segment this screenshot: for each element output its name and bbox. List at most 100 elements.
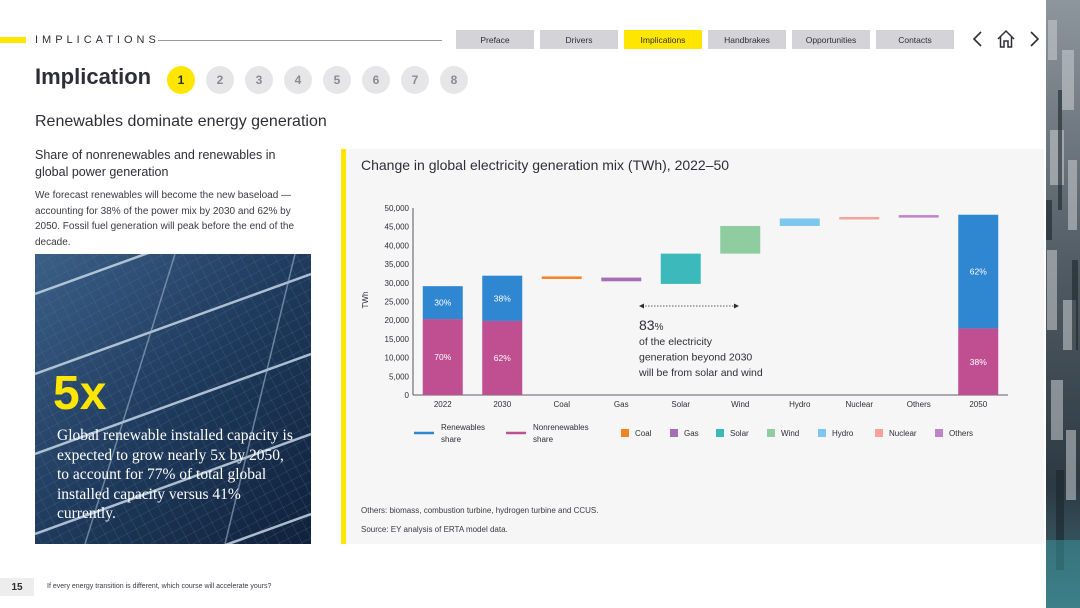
nav-tab-handbrakes[interactable]: Handbrakes	[708, 30, 786, 49]
legend-label: share	[441, 435, 462, 444]
page-number: 15	[0, 578, 34, 596]
generation-mix-chart: 0 5,000 10,000 15,000 20,000 25,000 30,000 35,0…	[361, 204, 1008, 444]
solar-panel-photo: 5x Global renewable installed capacity i…	[35, 254, 311, 544]
x-tick-label: Wind	[731, 400, 749, 409]
left-body-text: We forecast renewables will become the n…	[35, 190, 295, 248]
step-8[interactable]: 8	[440, 66, 468, 94]
step-5[interactable]: 5	[323, 66, 351, 94]
nav-tab-preface[interactable]: Preface	[456, 30, 534, 49]
chevron-right-icon[interactable]	[1024, 28, 1044, 50]
x-tick-label: Gas	[614, 400, 629, 409]
annotation-text: will be from solar and wind	[638, 367, 763, 379]
x-tick-label: 2050	[969, 400, 987, 409]
legend-swatch-solar	[716, 429, 724, 437]
chart-accent-bar	[341, 149, 346, 544]
annotation-unit: %	[655, 322, 664, 333]
section-accent-bar	[0, 37, 26, 43]
bar-label-nonrenewables: 62%	[494, 353, 511, 363]
legend-label: Coal	[635, 429, 652, 438]
bar-label-nonrenewables: 38%	[970, 357, 987, 367]
solar-panel-image	[35, 254, 311, 544]
page-subtitle: Renewables dominate energy generation	[35, 113, 327, 130]
page-title: Implication	[35, 64, 152, 89]
big-stat: 5x	[53, 367, 107, 420]
waterfall-bar-hydro	[779, 218, 820, 226]
x-tick-label: 2030	[493, 400, 511, 409]
bar-nonrenewables-2022	[422, 319, 463, 395]
y-tick-label: 35,000	[385, 260, 410, 269]
step-1[interactable]: 1	[167, 66, 195, 94]
section-divider	[158, 40, 442, 41]
y-tick-label: 15,000	[385, 335, 410, 344]
home-icon[interactable]	[996, 28, 1016, 50]
bar-label-renewables: 30%	[434, 298, 451, 308]
footnote-others: Others: biomass, combustion turbine, hyd…	[361, 506, 599, 515]
legend-swatch-wind	[767, 429, 775, 437]
legend-label: Hydro	[832, 429, 854, 438]
footnote-source: Source: EY analysis of ERTA model data.	[361, 525, 508, 534]
legend-swatch-nuclear	[875, 429, 883, 437]
waterfall-bar-gas	[601, 277, 642, 282]
step-7[interactable]: 7	[401, 66, 429, 94]
y-tick-label: 10,000	[385, 354, 410, 363]
legend-label: Others	[949, 429, 973, 438]
legend-label: Nuclear	[889, 429, 917, 438]
x-tick-label: Nuclear	[845, 400, 873, 409]
y-tick-label: 40,000	[385, 241, 410, 250]
x-tick-label: Coal	[554, 400, 571, 409]
y-tick-label: 0	[405, 391, 410, 400]
legend-label: Wind	[781, 429, 799, 438]
y-tick-label: 25,000	[385, 298, 410, 307]
annotation-arrow-left	[639, 303, 644, 309]
annotation-text: of the electricity	[639, 336, 713, 348]
y-tick-label: 5,000	[389, 372, 410, 381]
annotation-text: generation beyond 2030	[639, 352, 752, 364]
x-tick-label: Solar	[671, 400, 690, 409]
legend-label: Gas	[684, 429, 699, 438]
nav-tab-implications[interactable]: Implications	[624, 30, 702, 49]
legend-label: Nonrenewables	[533, 423, 589, 432]
bar-renewables-2030	[482, 275, 523, 321]
bar-renewables-2050	[958, 214, 999, 329]
bar-label-renewables: 38%	[494, 293, 511, 303]
nav-tab-drivers[interactable]: Drivers	[540, 30, 618, 49]
nav-tab-contacts[interactable]: Contacts	[876, 30, 954, 49]
bar-nonrenewables-2050	[958, 328, 999, 395]
annotation-value: 83%	[639, 317, 664, 333]
photo-caption: Global renewable installed capacity is e…	[57, 427, 293, 522]
step-4[interactable]: 4	[284, 66, 312, 94]
nav-tab-opportunities[interactable]: Opportunities	[792, 30, 870, 49]
legend-label: Renewables	[441, 423, 485, 432]
chevron-left-icon[interactable]	[968, 28, 988, 50]
legend-label: share	[533, 435, 554, 444]
x-tick-label: Hydro	[789, 400, 811, 409]
chart-title: Change in global electricity generation …	[361, 157, 730, 173]
legend-label: Solar	[730, 429, 749, 438]
nav-icons	[968, 28, 1044, 50]
waterfall-bar-solar	[660, 253, 701, 284]
city-photo-strip	[1046, 0, 1080, 608]
annotation-arrow-right	[734, 303, 739, 309]
footer-tagline: If every energy transition is different,…	[47, 583, 272, 590]
legend-swatch-others	[935, 429, 943, 437]
bar-nonrenewables-2030	[482, 320, 523, 395]
legend-swatch-hydro	[818, 429, 826, 437]
x-tick-label: 2022	[434, 400, 452, 409]
step-3[interactable]: 3	[245, 66, 273, 94]
y-tick-label: 20,000	[385, 316, 410, 325]
legend-swatch-coal	[621, 429, 629, 437]
waterfall-bar-coal	[541, 276, 582, 279]
step-6[interactable]: 6	[362, 66, 390, 94]
y-axis-label: TWh	[361, 292, 370, 309]
waterfall-bar-others	[898, 215, 939, 218]
bar-label-renewables: 62%	[970, 267, 987, 277]
y-tick-label: 30,000	[385, 279, 410, 288]
legend-swatch-gas	[670, 429, 678, 437]
top-nav: Preface Drivers Implications Handbrakes Oppo…	[456, 30, 954, 49]
bar-label-nonrenewables: 70%	[434, 352, 451, 362]
step-2[interactable]: 2	[206, 66, 234, 94]
bar-renewables-2022	[422, 286, 463, 320]
y-tick-label: 50,000	[385, 204, 410, 213]
section-label: IMPLICATIONS	[35, 34, 160, 46]
